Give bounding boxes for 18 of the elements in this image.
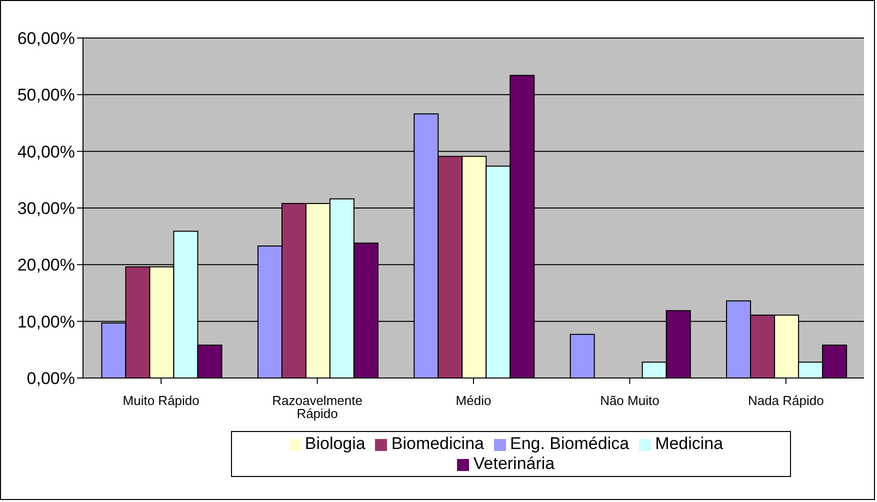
x-tick-label: Médio [456, 393, 492, 408]
y-tick-label: 30,00% [17, 199, 75, 218]
y-tick-label: 0,00% [26, 369, 75, 388]
y-tick-label: 40,00% [17, 142, 75, 162]
legend-label: Medicina [655, 434, 724, 453]
x-tick-label: Razoavelmente Rápido [272, 393, 362, 422]
legend-label: Biologia [304, 434, 366, 453]
y-tick-label: 50,00% [17, 86, 75, 105]
legend-label: Veterinária [473, 454, 555, 473]
y-tick-label: 20,00% [17, 256, 75, 275]
legend-label: Biomedicina [391, 434, 484, 453]
y-tick-label: 10,00% [17, 312, 75, 332]
legend-label: Eng. Biomédica [510, 434, 630, 453]
x-tick-label: Nada Rápido [748, 393, 824, 408]
bar [570, 334, 595, 378]
x-tick-label: Muito Rápido [122, 393, 200, 408]
x-tick-label: Não Muito [600, 393, 660, 408]
y-tick-label: 60,00% [17, 29, 75, 48]
